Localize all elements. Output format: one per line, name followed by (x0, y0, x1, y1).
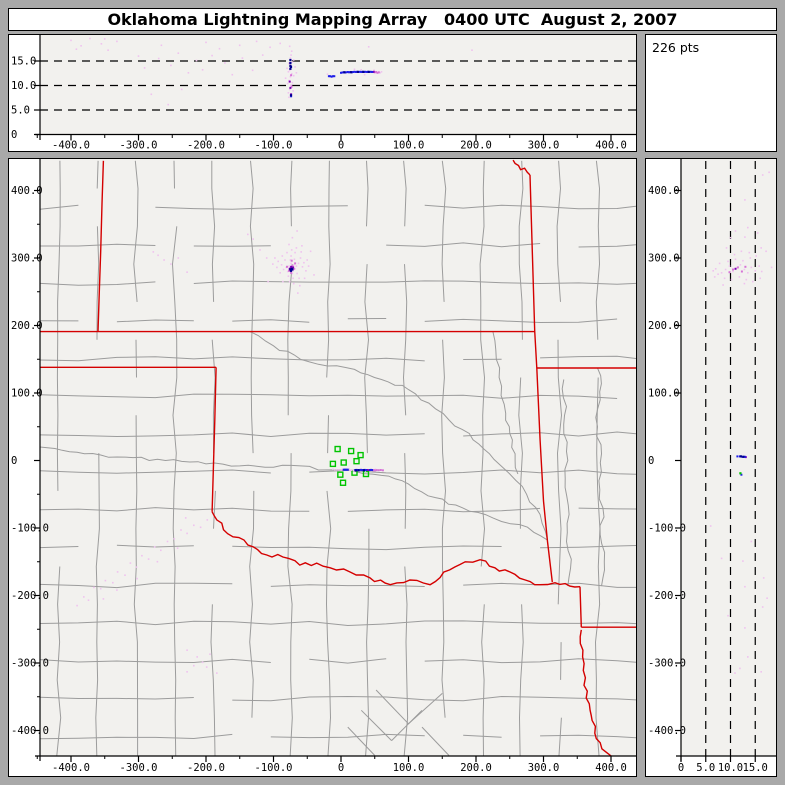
y-tick-label: -400.0 (648, 725, 686, 737)
axes: 0 5.0 10.0 15.0 -400.0 -300.0 -200.0 -100.0 0 100… (11, 35, 636, 151)
y-tick-label: 400.0 (648, 185, 680, 197)
y-tick-label: 200.0 (11, 320, 43, 332)
plan-view-map-plot[interactable]: 400.0 300.0 200.0 100.0 0 -100.0 -200.0 -300.0 -… (9, 159, 636, 776)
x-tick-label: -200.0 (187, 762, 225, 774)
x-tick-label: 0 (338, 762, 344, 774)
x-tick-label: -100.0 (255, 140, 293, 152)
x-tick-label: 300.0 (528, 762, 560, 774)
points-count-panel: 226 pts (645, 34, 777, 152)
plot-background (40, 35, 636, 135)
x-tick-label: 100.0 (393, 140, 425, 152)
plan-view-map-panel[interactable]: 400.0 300.0 200.0 100.0 0 -100.0 -200.0 -300.0 -… (8, 158, 637, 777)
lma-station-square (357, 451, 364, 459)
x-tick-label: -300.0 (120, 762, 158, 774)
river-lines (40, 331, 606, 587)
lightning-points (76, 230, 384, 674)
x-tick-label: -400.0 (52, 762, 90, 774)
lma-stations (329, 445, 370, 486)
title-bar: Oklahoma Lightning Mapping Array 0400 UT… (8, 8, 777, 31)
x-tick-label: -300.0 (120, 140, 158, 152)
x-tick-label: 100.0 (393, 762, 425, 774)
alt-tick-label: 15.0 (11, 56, 36, 68)
alt-tick-label: 5.0 (696, 762, 715, 774)
state-borders (40, 159, 636, 756)
points-count-label: 226 pts (652, 40, 700, 55)
y-tick-label: 300.0 (11, 253, 43, 265)
x-tick-label: 200.0 (460, 762, 492, 774)
y-tick-label: 0 (11, 455, 17, 467)
alt-tick-label: 0 (11, 129, 17, 141)
alt-tick-label: 10.0 (11, 80, 36, 92)
dashed-altitude-lines (40, 60, 636, 111)
x-tick-label: 200.0 (460, 140, 492, 152)
x-tick-label: -400.0 (52, 140, 90, 152)
lma-station-square (334, 445, 341, 453)
x-tick-label: 300.0 (528, 140, 560, 152)
y-tick-label: 400.0 (11, 185, 43, 197)
y-tick-label: -300.0 (648, 658, 686, 670)
lma-station-square (347, 447, 355, 455)
x-tick-label: 400.0 (595, 140, 627, 152)
lightning-points (70, 37, 473, 106)
lma-station-square (337, 471, 344, 478)
x-tick-label: 0 (338, 140, 344, 152)
plot-background (681, 159, 776, 756)
lma-station-square (329, 460, 337, 468)
x-tick-label: -200.0 (187, 140, 225, 152)
y-tick-label: 200.0 (648, 320, 680, 332)
dashed-altitude-lines (705, 161, 756, 756)
y-tick-label: -400.0 (11, 725, 49, 737)
altitude-ns-panel[interactable]: 400.0 300.0 200.0 100.0 0 -100.0 -200.0 -300.0 -… (645, 158, 777, 777)
y-tick-label: 100.0 (11, 388, 43, 400)
lightning-points (709, 171, 773, 674)
alt-tick-label: 5.0 (11, 105, 30, 117)
y-tick-label: 100.0 (648, 388, 680, 400)
lma-station-square (340, 459, 347, 466)
page-title: Oklahoma Lightning Mapping Array 0400 UT… (107, 10, 678, 29)
y-tick-label: -200.0 (648, 590, 686, 602)
y-tick-label: -200.0 (11, 590, 49, 602)
alt-tick-label: 0 (678, 762, 684, 774)
lma-station-square (339, 479, 347, 486)
lma-station-square (353, 457, 360, 465)
axes: 400.0 300.0 200.0 100.0 0 -100.0 -200.0 -300.0 -… (11, 159, 636, 774)
x-tick-label: -100.0 (255, 762, 293, 774)
y-tick-label: 0 (648, 455, 654, 467)
alt-tick-label: 15.0 (743, 762, 768, 774)
y-tick-label: 300.0 (648, 253, 680, 265)
altitude-ew-plot[interactable]: 0 5.0 10.0 15.0 -400.0 -300.0 -200.0 -100.0 0 100… (9, 35, 636, 151)
axes: 400.0 300.0 200.0 100.0 0 -100.0 -200.0 -300.0 -… (648, 159, 776, 774)
altitude-ew-panel[interactable]: 0 5.0 10.0 15.0 -400.0 -300.0 -200.0 -100.0 0 100… (8, 34, 637, 152)
x-tick-label: 400.0 (595, 762, 627, 774)
y-tick-label: -100.0 (648, 523, 686, 535)
altitude-ns-plot[interactable]: 400.0 300.0 200.0 100.0 0 -100.0 -200.0 -300.0 -… (646, 159, 776, 776)
y-tick-label: -100.0 (11, 523, 49, 535)
y-tick-label: -300.0 (11, 658, 49, 670)
alt-tick-label: 10.0 (718, 762, 743, 774)
